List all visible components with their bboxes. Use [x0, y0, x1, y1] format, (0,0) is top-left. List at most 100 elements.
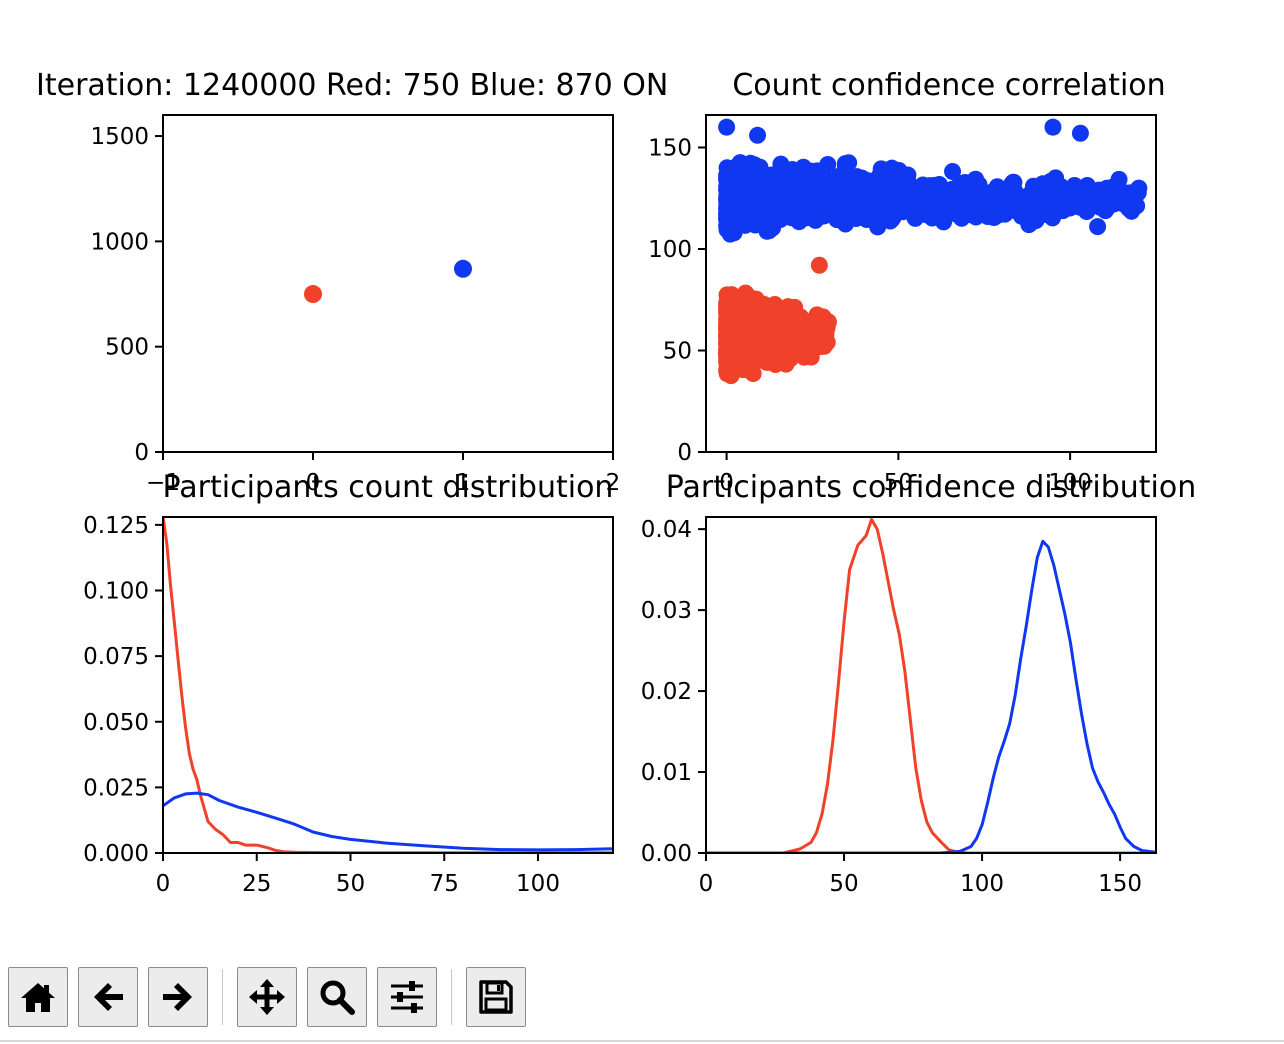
subplot-1: −1 0 1 2 0 500 1000 1500 Iteration: 1240000 Red:… — [36, 68, 668, 496]
data-point — [1096, 202, 1114, 220]
data-point — [724, 356, 742, 374]
line-series-red — [706, 517, 1156, 853]
subplot-title: Participants confidence distribution — [666, 470, 1196, 505]
configure-sliders-icon — [391, 981, 423, 1013]
y-tick-label: 50 — [663, 338, 692, 364]
y-tick-label: 150 — [648, 135, 692, 161]
data-point — [803, 189, 821, 207]
data-point — [1071, 124, 1089, 142]
forward-button[interactable] — [148, 967, 208, 1027]
y-tick-label: 0.050 — [83, 710, 149, 736]
data-point — [862, 183, 880, 201]
data-point — [741, 347, 759, 365]
y-tick-label: 0.100 — [83, 579, 149, 605]
data-point — [718, 118, 736, 136]
x-tick-label: 75 — [430, 871, 459, 897]
data-point — [810, 171, 828, 189]
back-button[interactable] — [78, 967, 138, 1027]
data-point-red — [304, 285, 322, 304]
axes-frame — [162, 516, 614, 854]
data-point — [819, 201, 837, 219]
axes-frame — [705, 114, 1157, 453]
x-tick-label: 50 — [336, 871, 365, 897]
data-point — [754, 303, 772, 321]
x-tick-label: 1 — [456, 470, 471, 496]
data-point — [794, 158, 812, 176]
x-tick-label: 100 — [1048, 470, 1092, 496]
configure-subplots-button[interactable] — [377, 967, 437, 1027]
plot-area — [304, 259, 472, 304]
data-point — [725, 332, 743, 350]
data-point — [979, 208, 997, 226]
data-point — [749, 126, 767, 144]
y-tick-label: 0.075 — [83, 644, 149, 670]
data-point — [965, 172, 983, 190]
data-point — [1112, 182, 1130, 200]
x-tick-label: 0 — [306, 470, 321, 496]
y-tick-label: 0.02 — [641, 679, 692, 705]
subplot-title: Count confidence correlation — [732, 68, 1165, 103]
axes-frame — [705, 516, 1157, 854]
y-tick-label: 0.025 — [83, 775, 149, 801]
data-point — [871, 166, 889, 184]
pan-move-icon — [249, 979, 285, 1015]
x-tick-label: 100 — [516, 871, 560, 897]
data-point — [1049, 178, 1067, 196]
x-tick-label: 0 — [156, 871, 171, 897]
subplot-title: Participants count distribution — [163, 470, 614, 505]
data-point — [1036, 205, 1054, 223]
subplot-2: 0 50 100 0 50 100 150 Count confidence correlat… — [648, 68, 1166, 496]
data-point — [1130, 179, 1148, 197]
data-point — [727, 302, 745, 320]
data-point — [819, 155, 837, 173]
data-point — [1065, 177, 1083, 195]
data-point — [836, 215, 854, 233]
subplot-3: 0 25 50 75 100 0.000 0.025 0.050 0.075 0.100 0.125… — [83, 470, 614, 897]
y-tick-label: 500 — [105, 335, 149, 361]
data-point — [1020, 216, 1038, 234]
y-tick-label: 0.01 — [641, 760, 692, 786]
x-tick-label: 50 — [829, 871, 858, 897]
data-point — [1078, 176, 1096, 194]
y-tick-label: 1000 — [90, 229, 149, 255]
y-tick-label: 1500 — [90, 124, 149, 150]
home-button[interactable] — [8, 967, 68, 1027]
navigation-toolbar — [8, 964, 536, 1030]
x-tick-label: 0 — [719, 470, 734, 496]
y-tick-label: 0 — [677, 440, 692, 466]
toolbar-separator — [222, 969, 223, 1025]
x-tick-label: 0 — [699, 871, 714, 897]
x-tick-label: 100 — [960, 871, 1004, 897]
data-point — [904, 188, 922, 206]
save-button[interactable] — [466, 967, 526, 1027]
pan-button[interactable] — [237, 967, 297, 1027]
data-point — [836, 159, 854, 177]
data-point — [775, 185, 793, 203]
data-point — [897, 170, 915, 188]
data-point — [781, 313, 799, 331]
data-point — [758, 222, 776, 240]
subplot-4: 0 50 100 150 0.00 0.01 0.02 0.03 0.04 Participant… — [641, 470, 1196, 897]
data-point — [760, 169, 778, 187]
data-point — [1044, 118, 1062, 136]
subplot-title: Iteration: 1240000 Red: 750 Blue: 870 ON — [36, 68, 668, 103]
home-icon — [21, 983, 55, 1012]
zoom-button[interactable] — [307, 967, 367, 1027]
x-tick-label: 50 — [884, 470, 913, 496]
data-point — [726, 211, 744, 229]
data-point — [747, 204, 765, 222]
data-point — [817, 313, 835, 331]
x-tick-label: 150 — [1098, 871, 1142, 897]
data-point — [810, 256, 828, 274]
y-tick-label: 100 — [648, 237, 692, 263]
data-point — [832, 190, 850, 208]
axes-frame — [162, 114, 614, 453]
save-floppy-icon — [479, 980, 513, 1014]
data-point — [769, 346, 787, 364]
series-red — [718, 256, 837, 385]
plot-area — [718, 118, 1148, 385]
y-tick-label: 0.04 — [641, 517, 692, 543]
data-point — [945, 182, 963, 200]
data-point — [923, 182, 941, 200]
